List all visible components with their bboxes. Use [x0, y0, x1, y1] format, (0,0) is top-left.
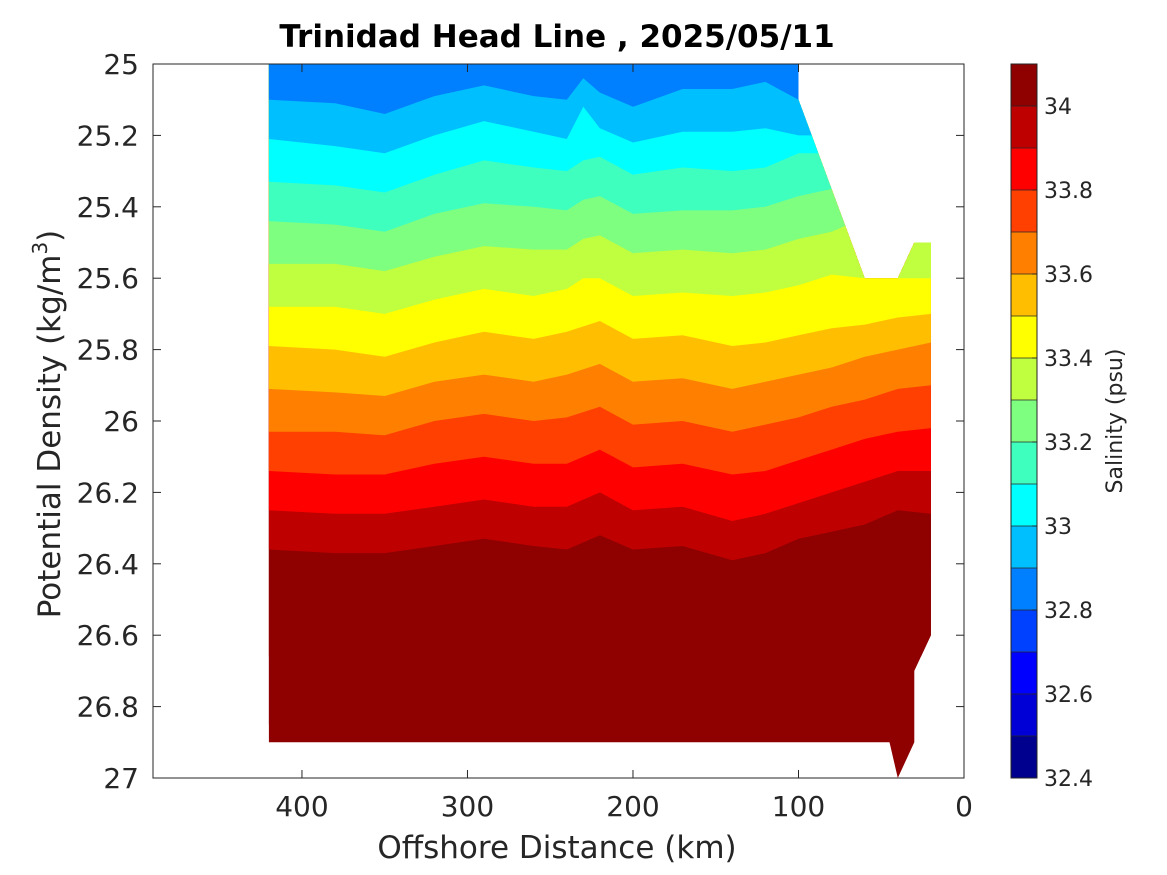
contour-band	[148, 59, 969, 64]
colorbar-swatch	[1011, 652, 1037, 694]
colorbar-swatch	[1011, 694, 1037, 736]
colorbar-swatch	[1011, 316, 1037, 358]
x-tick-label: 400	[275, 790, 328, 823]
x-tick-label: 200	[606, 790, 659, 823]
y-tick-label: 25.2	[77, 119, 139, 152]
colorbar-swatch	[1011, 400, 1037, 442]
colorbar-swatch	[1011, 64, 1037, 106]
y-tick-label: 26	[103, 405, 139, 438]
colorbar-label: Salinity (psu)	[1103, 349, 1128, 494]
y-axis-label-superscript: 3	[28, 242, 52, 255]
colorbar-tick-label: 32.4	[1044, 767, 1093, 792]
y-tick-label: 25.8	[77, 334, 139, 367]
colorbar-swatch	[1011, 484, 1037, 526]
chart-title: Trinidad Head Line , 2025/05/11	[279, 19, 834, 55]
x-tick-label: 0	[955, 790, 973, 823]
y-tick-label: 26.6	[77, 619, 139, 652]
y-tick-label: 25.6	[77, 262, 139, 295]
y-axis-label-close: )	[32, 230, 68, 242]
colorbar-swatch	[1011, 610, 1037, 652]
colorbar-swatch	[1011, 442, 1037, 484]
colorbar-swatch	[1011, 232, 1037, 274]
colorbar-swatch	[1011, 274, 1037, 316]
colorbar-tick-label: 34	[1044, 95, 1072, 120]
colorbar: 32.4 32.6 32.8 33 33.2 33.4 33.6 33.8 34	[1010, 63, 1093, 792]
colorbar-swatch	[1011, 148, 1037, 190]
x-tick-label: 100	[772, 790, 825, 823]
y-tick-label: 26.2	[77, 476, 139, 509]
y-tick-label: 27	[103, 762, 139, 795]
colorbar-swatch	[1011, 568, 1037, 610]
colorbar-tick-label: 33.4	[1044, 347, 1093, 372]
axis-ticks: 400 300 200 100 0 25 25.2 25.4 25.6 25.8 26 26.2 26.…	[77, 48, 973, 823]
colorbar-tick-label: 32.6	[1044, 683, 1093, 708]
x-tick-label: 300	[441, 790, 494, 823]
y-axis-label-main: Potential Density (kg/m	[32, 255, 68, 619]
colorbar-tick-label: 33.6	[1044, 263, 1093, 288]
colorbar-swatch	[1011, 736, 1037, 778]
x-axis-label: Offshore Distance (km)	[377, 830, 736, 866]
colorbar-swatch	[1011, 358, 1037, 400]
contour-fill-layer	[148, 59, 969, 778]
colorbar-frame	[1010, 63, 1038, 779]
y-tick-label: 25	[103, 48, 139, 81]
contour-band	[268, 64, 931, 114]
y-tick-label: 26.4	[77, 548, 139, 581]
colorbar-tick-label: 32.8	[1044, 599, 1093, 624]
y-tick-label: 25.4	[77, 191, 139, 224]
colorbar-swatch	[1011, 526, 1037, 568]
colorbar-swatch	[1011, 106, 1037, 148]
colorbar-swatch	[1011, 190, 1037, 232]
y-axis-label: Potential Density (kg/m3)	[28, 230, 68, 619]
colorbar-tick-label: 33.2	[1044, 431, 1093, 456]
colorbar-tick-label: 33.8	[1044, 179, 1093, 204]
y-tick-label: 26.8	[77, 691, 139, 724]
colorbar-tick-label: 33	[1044, 515, 1072, 540]
